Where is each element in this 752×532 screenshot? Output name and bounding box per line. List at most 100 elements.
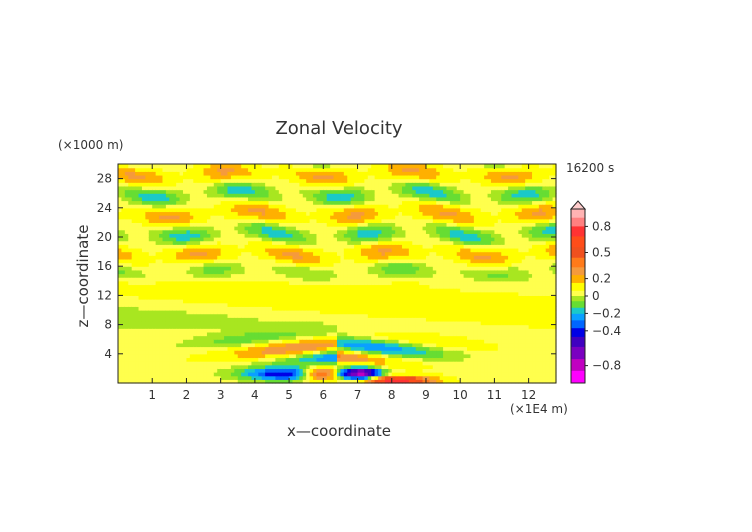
heatmap-cell	[152, 178, 157, 183]
heatmap-cell	[145, 353, 150, 359]
heatmap-cell	[299, 226, 304, 231]
heatmap-cell	[278, 361, 283, 366]
heatmap-cell	[224, 247, 229, 253]
heatmap-cell	[384, 375, 389, 380]
heatmap-cell	[360, 320, 365, 326]
heatmap-cell	[306, 273, 311, 278]
heatmap-cell	[292, 185, 297, 191]
heatmap-cell	[251, 313, 256, 318]
heatmap-cell	[145, 372, 150, 377]
heatmap-cell	[145, 310, 150, 315]
heatmap-cell	[347, 171, 352, 176]
heatmap-cell	[162, 350, 167, 355]
heatmap-cell	[323, 262, 328, 267]
heatmap-cell	[213, 310, 218, 315]
heatmap-cell	[306, 299, 311, 304]
heatmap-cell	[278, 299, 283, 304]
heatmap-cell	[124, 207, 129, 213]
heatmap-cell	[176, 211, 181, 216]
heatmap-cell	[295, 313, 300, 318]
heatmap-cell	[371, 251, 376, 256]
heatmap-cell	[340, 164, 345, 169]
heatmap-cell	[241, 353, 246, 359]
heatmap-cell	[289, 350, 294, 355]
heatmap-cell	[316, 247, 321, 253]
heatmap-cell	[313, 226, 318, 231]
heatmap-cell	[347, 244, 352, 249]
heatmap-cell	[388, 331, 393, 337]
heatmap-cell	[289, 233, 294, 238]
heatmap-cell	[330, 342, 335, 348]
heatmap-cell	[124, 284, 129, 289]
heatmap-cell	[210, 171, 215, 176]
heatmap-cell	[183, 174, 188, 180]
heatmap-cell	[138, 251, 143, 256]
heatmap-cell	[261, 200, 266, 205]
heatmap-cell	[302, 335, 307, 340]
heatmap-cell	[258, 346, 263, 351]
heatmap-cell	[316, 277, 321, 282]
heatmap-cell	[319, 178, 324, 183]
heatmap-cell	[179, 291, 184, 296]
heatmap-cell	[292, 331, 297, 337]
heatmap-cell	[340, 339, 345, 344]
heatmap-cell	[271, 284, 276, 289]
heatmap-cell	[371, 178, 376, 183]
heatmap-cell	[354, 255, 359, 260]
heatmap-cell	[275, 233, 280, 238]
heatmap-cell	[210, 350, 215, 355]
heatmap-cell	[169, 350, 174, 355]
heatmap-cell	[343, 273, 348, 278]
heatmap-cell	[340, 211, 345, 216]
heatmap-cell	[378, 229, 383, 234]
heatmap-cell	[319, 302, 324, 307]
heatmap-cell	[268, 178, 273, 183]
heatmap-cell	[340, 375, 345, 380]
heatmap-cell	[388, 193, 393, 198]
heatmap-cell	[227, 277, 232, 282]
heatmap-cell	[234, 211, 239, 216]
heatmap-cell	[374, 302, 379, 307]
heatmap-cell	[384, 171, 389, 176]
heatmap-cell	[398, 306, 403, 311]
heatmap-cell	[234, 171, 239, 176]
heatmap-cell	[271, 353, 276, 359]
heatmap-cell	[275, 244, 280, 249]
heatmap-cell	[354, 288, 359, 293]
heatmap-cell	[193, 240, 198, 245]
heatmap-cell	[183, 346, 188, 351]
heatmap-cell	[309, 196, 314, 202]
heatmap-cell	[360, 328, 365, 333]
heatmap-cell	[138, 328, 143, 333]
heatmap-cell	[268, 357, 273, 362]
heatmap-cell	[186, 229, 191, 234]
heatmap-cell	[384, 273, 389, 278]
heatmap-cell	[176, 372, 181, 377]
heatmap-cell	[340, 379, 345, 384]
heatmap-cell	[258, 218, 263, 223]
heatmap-cell	[128, 375, 133, 380]
heatmap-cell	[206, 350, 211, 355]
heatmap-cell	[319, 342, 324, 348]
heatmap-cell	[227, 255, 232, 260]
heatmap-cell	[200, 207, 205, 213]
heatmap-cell	[179, 306, 184, 311]
heatmap-cell	[340, 368, 345, 373]
heatmap-cell	[183, 167, 188, 172]
heatmap-cell	[367, 233, 372, 238]
heatmap-cell	[378, 185, 383, 191]
heatmap-cell	[316, 189, 321, 194]
heatmap-cell	[378, 273, 383, 278]
heatmap-cell	[364, 361, 369, 366]
heatmap-cell	[213, 171, 218, 176]
heatmap-cell	[258, 353, 263, 359]
heatmap-cell	[271, 237, 276, 242]
heatmap-cell	[347, 310, 352, 315]
heatmap-cell	[254, 335, 259, 340]
heatmap-cell	[350, 251, 355, 256]
heatmap-cell	[248, 317, 253, 322]
heatmap-cell	[124, 178, 129, 183]
heatmap-cell	[337, 167, 342, 172]
heatmap-cell	[357, 299, 362, 304]
